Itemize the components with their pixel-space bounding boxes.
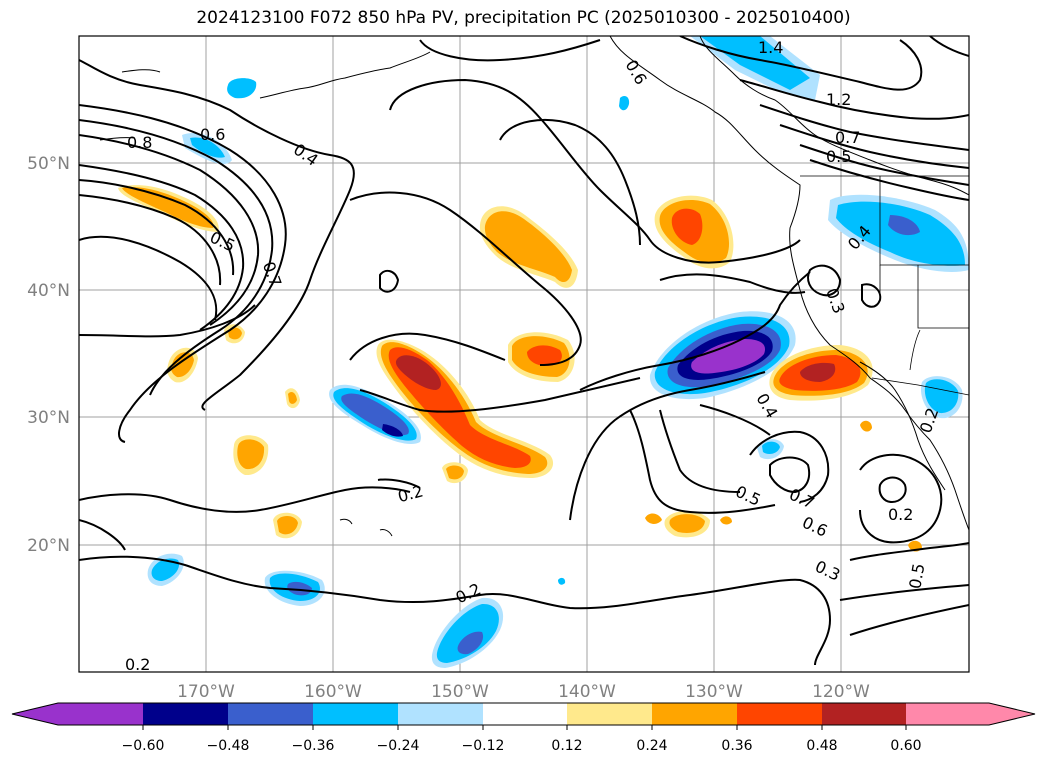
- contour-label: 0.7: [835, 128, 860, 147]
- longitude-labels: 170°W 160°W 150°W 140°W 130°W 120°W: [177, 682, 870, 702]
- shade-negative: [619, 96, 630, 111]
- lat-label: 30°N: [27, 408, 70, 428]
- colorbar-tick-label: 0.60: [890, 738, 921, 754]
- colorbar-extend-low: [12, 703, 58, 725]
- colorbar-tick-label: −0.60: [122, 738, 165, 754]
- lat-label: 40°N: [27, 281, 70, 301]
- lat-label: 50°N: [27, 154, 70, 174]
- colorbar-bin: [58, 703, 143, 725]
- lon-label: 130°W: [685, 682, 743, 702]
- colorbar-tick-label: 0.12: [551, 738, 582, 754]
- map-title: 2024123100 F072 850 hPa PV, precipitatio…: [196, 8, 851, 28]
- lon-label: 160°W: [304, 682, 362, 702]
- shade-positive: [527, 345, 562, 366]
- colorbar-tick-label: −0.48: [207, 738, 250, 754]
- shade-positive: [446, 465, 464, 480]
- shade-positive: [800, 362, 836, 382]
- colorbar-tick-label: −0.36: [292, 738, 335, 754]
- colorbar-bin: [652, 703, 737, 725]
- contour-label: 0.8: [127, 133, 152, 152]
- shade-positive: [395, 355, 441, 390]
- shade-negative: [287, 581, 312, 596]
- lon-label: 140°W: [558, 682, 616, 702]
- lat-label: 20°N: [27, 536, 70, 556]
- colorbar: −0.60 −0.48 −0.36 −0.24 −0.12 0.12 0.24 …: [11, 702, 1036, 754]
- lon-label: 120°W: [812, 682, 870, 702]
- colorbar-tick-label: −0.24: [377, 738, 420, 754]
- colorbar-bin: [737, 703, 822, 725]
- shade-negative: [190, 137, 225, 158]
- contour-label: 0.5: [826, 147, 851, 166]
- colorbar-bin: [228, 703, 313, 725]
- colorbar-bin: [906, 703, 989, 725]
- map-content: 0.8 0.6 0.4 0.5 0.7 0.2 0.2 0.2 1.4 1.2 …: [79, 36, 969, 674]
- colorbar-bin: [567, 703, 652, 725]
- lon-label: 170°W: [177, 682, 235, 702]
- shade-positive: [171, 352, 194, 378]
- colorbar-bin: [398, 703, 483, 725]
- shade-negative: [457, 631, 484, 655]
- shade-positive: [720, 516, 732, 525]
- map-frame: [78, 35, 970, 673]
- colorbar-bin: [822, 703, 906, 725]
- shade-positive: [645, 513, 662, 524]
- shade-negative: [341, 393, 409, 436]
- shade-negative: [762, 441, 780, 455]
- shade-positive: [484, 211, 572, 283]
- shade-negative: [382, 424, 403, 437]
- shade-negative: [151, 558, 180, 581]
- colorbar-outline: [11, 702, 1036, 726]
- shade-negative: [700, 36, 810, 90]
- contour-label: 0.5: [905, 562, 928, 590]
- colorbar-bin: [143, 703, 228, 725]
- colorbar-bin: [313, 703, 398, 725]
- colorbar-bin: [483, 703, 567, 725]
- contour-label: 1.4: [758, 38, 783, 57]
- colorbar-tick-label: 0.36: [721, 738, 752, 754]
- shade-negative: [691, 339, 766, 374]
- shade-positive: [277, 515, 298, 535]
- contour-label: 0.2: [125, 655, 150, 674]
- latitude-labels: 50°N 40°N 30°N 20°N: [27, 154, 70, 556]
- pv-contours: [79, 36, 969, 666]
- shade-positive: [669, 514, 705, 533]
- shade-positive: [288, 392, 297, 404]
- shade-positive: [237, 439, 265, 470]
- coastlines: [99, 36, 969, 537]
- colorbar-tick-label: 0.48: [806, 738, 837, 754]
- shade-positive: [860, 420, 872, 432]
- shade-negative: [227, 78, 257, 99]
- colorbar-tick-label: −0.12: [462, 738, 505, 754]
- contour-label: 1.2: [826, 90, 851, 109]
- colorbar-tick-label: 0.24: [636, 738, 667, 754]
- colorbar-ticks: [142, 725, 907, 730]
- contour-label: 0.2: [888, 505, 913, 524]
- shade-negative: [888, 215, 920, 236]
- shade-positive: [671, 208, 703, 245]
- colorbar-extend-high: [989, 703, 1035, 725]
- contour-label: 0.6: [200, 125, 225, 144]
- precipitation-shading: [118, 36, 969, 668]
- shade-negative: [558, 577, 566, 585]
- shade-positive: [122, 187, 214, 228]
- shade-negative: [436, 603, 499, 663]
- lon-label: 150°W: [431, 682, 489, 702]
- shade-positive: [228, 327, 242, 340]
